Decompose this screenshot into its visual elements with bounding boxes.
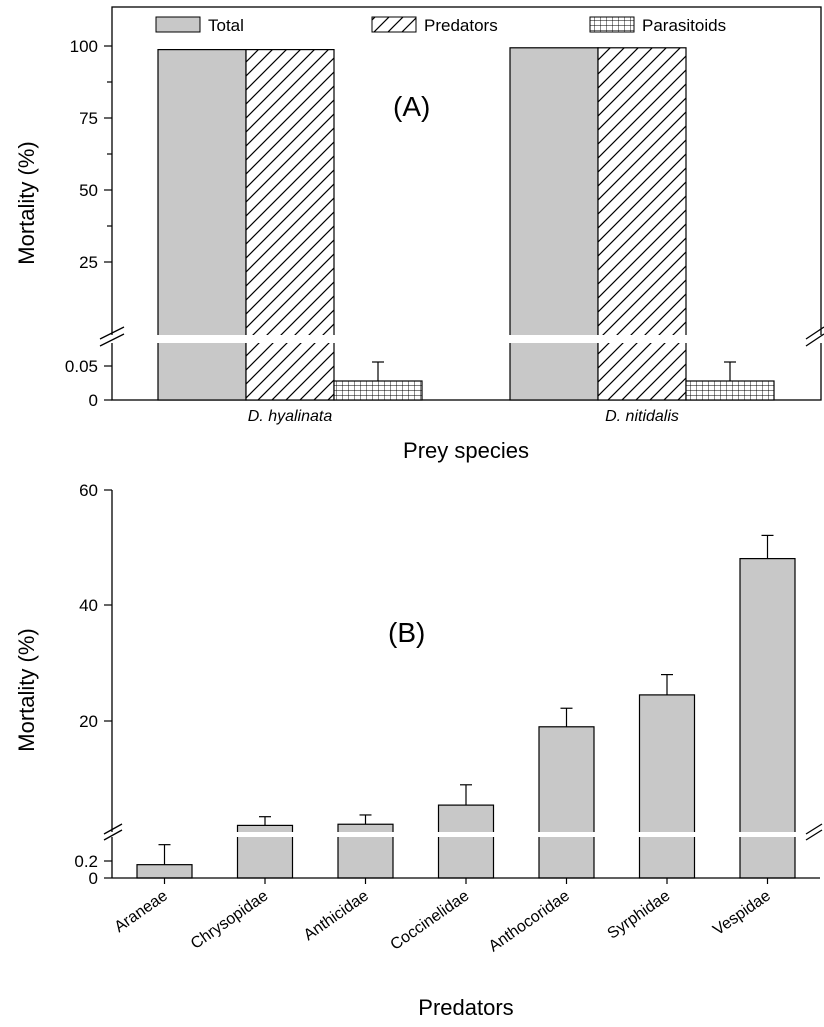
bar-parasitoids-d-nitidalis [685, 380, 775, 401]
panel-b-y-axis: 00.2 20 40 60 [74, 481, 112, 888]
bar-anthocoridae [538, 726, 595, 879]
legend-label-total: Total [208, 16, 244, 35]
bar-vespidae [739, 557, 796, 879]
panel-a-x-axis-title: Prey species [403, 438, 529, 463]
y-tick-label-50: 50 [79, 181, 98, 200]
panel-b-x-axis-title: Predators [418, 995, 513, 1020]
panel-a-break-mark-right [805, 333, 824, 347]
y-tick-label-75: 75 [79, 109, 98, 128]
panel-a-x-labels: D. hyalinata D. nitidalis [248, 408, 679, 425]
x-tick-label-araneae: Araneae [111, 887, 170, 936]
panel-a-break-mark-left [99, 333, 125, 347]
panel-a-break-mark-right-2 [805, 326, 824, 340]
legend-swatch-parasitoids [589, 16, 635, 33]
b-y-tick-label-20: 20 [79, 712, 98, 731]
y-tick-label-0: 0 [89, 391, 98, 410]
x-tick-label-d-nitidalis: D. nitidalis [605, 408, 679, 425]
b-y-tick-label-0-2: 0.2 [74, 852, 98, 871]
y-tick-label-25: 25 [79, 253, 98, 272]
bar-total-d-hyalinata [157, 48, 247, 401]
panel-b-break-mark-right-2 [805, 823, 823, 835]
panel-a-y-axis-title: Mortality (%) [14, 141, 39, 264]
panel-a-label: (A) [393, 91, 430, 122]
panel-b-x-labels: Araneae Chrysopidae Anthicidae Coccinelidae… [111, 887, 773, 955]
panel-b-y-axis-title: Mortality (%) [14, 628, 39, 751]
b-y-tick-label-40: 40 [79, 596, 98, 615]
x-tick-label-vespidae: Vespidae [710, 887, 774, 939]
panel-a-axis-break-band [100, 335, 824, 343]
legend-swatch-total [155, 16, 201, 33]
legend-label-predators: Predators [424, 16, 498, 35]
x-tick-label-syrphidae: Syrphidae [605, 887, 674, 942]
panel-a-break-mark-left-2 [99, 326, 125, 340]
bar-parasitoids-d-hyalinata [333, 380, 423, 401]
bar-total-d-nitidalis [509, 47, 599, 401]
legend-swatch-predators [371, 16, 417, 33]
panel-b: 00.2 20 40 60 Araneae Chrysopidae Anthicidae C… [14, 481, 824, 1020]
bar-predators-d-hyalinata [245, 48, 335, 401]
b-y-tick-label-60: 60 [79, 481, 98, 500]
panel-a-y-axis: 0 0.05 25 50 75 100 [65, 37, 112, 410]
x-tick-label-anthocoridae: Anthocoridae [486, 887, 573, 955]
x-tick-label-coccinelidae: Coccinelidae [388, 887, 473, 954]
bar-predators-d-nitidalis [597, 47, 687, 401]
panel-a-bars [157, 47, 775, 401]
bar-syrphidae [638, 694, 696, 879]
panel-a-frame [111, 6, 822, 401]
panel-b-label: (B) [388, 617, 425, 648]
panel-b-break-mark-right [805, 829, 823, 841]
panel-b-break-mark-left-2 [103, 823, 123, 835]
panel-b-break-mark-left [103, 829, 123, 841]
y-tick-label-0-05: 0.05 [65, 357, 98, 376]
bar-coccinelidae [437, 804, 495, 879]
x-tick-label-d-hyalinata: D. hyalinata [248, 408, 333, 425]
y-tick-label-100: 100 [70, 37, 98, 56]
panel-b-axis-break-band [100, 832, 824, 837]
legend-label-parasitoids: Parasitoids [642, 16, 726, 35]
panel-a-legend: Total Predators Parasitoids [155, 16, 726, 35]
bar-araneae [136, 864, 193, 879]
x-tick-label-anthicidae: Anthicidae [301, 887, 372, 944]
x-tick-label-chrysopidae: Chrysopidae [188, 887, 271, 953]
b-y-tick-label-0: 0 [89, 869, 98, 888]
panel-b-bars [136, 534, 796, 884]
